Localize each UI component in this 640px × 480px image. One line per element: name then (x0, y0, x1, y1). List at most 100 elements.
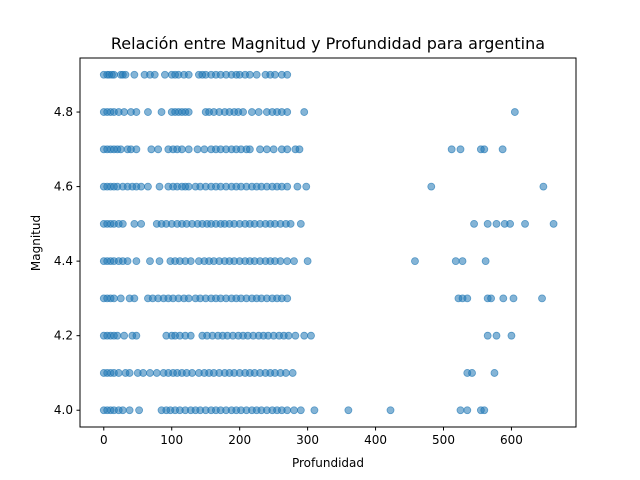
data-point (184, 182, 193, 191)
data-point (283, 145, 292, 154)
data-point (184, 70, 193, 79)
data-point (470, 219, 478, 228)
data-point (256, 145, 264, 154)
data-point (135, 406, 144, 415)
data-point (125, 406, 134, 415)
data-point (510, 108, 519, 116)
data-point (118, 406, 127, 415)
plot-frame (79, 57, 577, 428)
data-point (121, 70, 130, 79)
data-point (283, 406, 292, 415)
data-point (110, 294, 118, 303)
data-point (310, 406, 319, 415)
data-point (288, 369, 297, 377)
data-point (284, 331, 293, 340)
data-point (281, 369, 290, 377)
data-point (139, 369, 148, 377)
data-point (137, 182, 146, 191)
data-point (386, 406, 395, 415)
data-point (283, 294, 292, 303)
data-point (291, 331, 300, 340)
data-point (110, 70, 118, 79)
x-tick-label: 300 (296, 433, 319, 447)
data-point (144, 182, 152, 191)
data-point (186, 257, 195, 266)
data-point (487, 294, 495, 303)
data-point (507, 331, 516, 340)
x-tick-label: 0 (100, 433, 108, 447)
data-point (184, 145, 193, 154)
data-point (483, 219, 492, 228)
x-tick-label: 500 (432, 433, 455, 447)
y-axis-ticks: 4.0 4.2 4.4 4.6 4.8 (54, 105, 80, 417)
data-point (286, 219, 295, 228)
x-tick-label: 400 (364, 433, 387, 447)
chart-title: Relación entre Magnitud y Profundidad pa… (111, 34, 545, 53)
data-point (300, 331, 309, 340)
data-point (490, 369, 499, 377)
data-point (456, 145, 465, 154)
data-point (144, 108, 152, 116)
data-point (447, 145, 456, 154)
data-point (295, 145, 304, 154)
data-point (155, 182, 164, 191)
data-point (539, 182, 548, 191)
data-point (290, 257, 298, 266)
y-tick-label: 4.6 (54, 180, 73, 194)
data-point (283, 70, 292, 79)
data-point (114, 369, 123, 377)
y-tick-label: 4.4 (54, 254, 73, 268)
data-point (509, 294, 518, 303)
data-point (245, 145, 254, 154)
y-tick-label: 4.2 (54, 329, 73, 343)
data-point (468, 369, 476, 377)
data-point (262, 145, 271, 154)
data-point (116, 294, 125, 303)
data-point (154, 145, 163, 154)
data-point (269, 145, 278, 154)
data-point (118, 219, 127, 228)
data-point (290, 406, 298, 415)
data-point (296, 219, 305, 228)
y-axis-title: Magnitud (29, 215, 43, 271)
x-tick-label: 200 (228, 433, 251, 447)
data-point (296, 406, 305, 415)
data-point (188, 369, 197, 377)
x-axis-ticks: 0 100 200 300 400 500 600 (100, 427, 523, 447)
data-point (132, 331, 141, 340)
data-point (125, 369, 134, 377)
data-point (480, 406, 489, 415)
data-point (152, 369, 161, 377)
data-point (132, 145, 141, 154)
data-point (184, 294, 193, 303)
data-point (137, 219, 146, 228)
data-point (506, 219, 514, 228)
data-point (254, 108, 263, 116)
data-point (463, 406, 472, 415)
data-point (538, 294, 546, 303)
data-point (116, 145, 125, 154)
data-point (300, 108, 309, 116)
data-point (252, 70, 261, 79)
data-point (120, 331, 129, 340)
data-point (146, 369, 154, 377)
data-point (155, 257, 164, 266)
data-point (499, 294, 508, 303)
data-point (120, 108, 129, 116)
data-point (276, 257, 285, 266)
data-point (178, 145, 186, 154)
data-point (245, 70, 254, 79)
data-point (123, 257, 132, 266)
data-point (200, 145, 209, 154)
data-point (130, 219, 139, 228)
plot-area (80, 58, 576, 427)
data-point (344, 406, 353, 415)
data-point (161, 70, 169, 79)
data-point (492, 219, 501, 228)
data-point (271, 70, 279, 79)
x-axis-title: Profundidad (292, 456, 364, 470)
data-point (239, 108, 247, 116)
data-point (283, 182, 292, 191)
data-point (302, 182, 311, 191)
